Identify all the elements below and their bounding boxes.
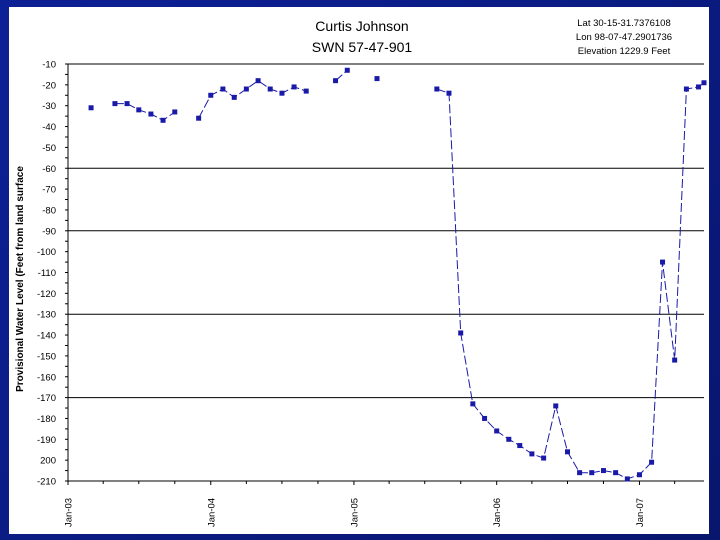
data-point <box>482 415 488 421</box>
data-point <box>541 455 547 461</box>
y-tick-label: -60 <box>42 164 56 175</box>
x-tick-label: Jan-05 <box>349 498 360 527</box>
data-point <box>374 76 380 82</box>
y-axis-label: Provisional Water Level (Feet from land … <box>15 166 26 392</box>
x-tick-label: Jan-06 <box>492 498 503 527</box>
elevation-label: Elevation 1229.9 Feet <box>578 46 671 57</box>
y-tick-label: -210 <box>37 477 56 488</box>
data-point <box>303 88 309 94</box>
y-tick-label: -190 <box>37 435 56 446</box>
y-tick-label: -10 <box>42 60 56 71</box>
latitude-label: Lat 30-15-31.7376108 <box>577 18 671 29</box>
x-tick-label: Jan-03 <box>64 498 75 527</box>
data-point <box>701 80 707 86</box>
data-point <box>243 86 249 92</box>
data-point <box>529 451 535 457</box>
data-point <box>672 357 678 363</box>
series-line <box>198 80 307 119</box>
y-tick-label: -20 <box>42 80 56 91</box>
data-point <box>267 86 273 92</box>
series-line <box>436 82 705 480</box>
data-point <box>172 109 178 115</box>
data-point <box>649 459 655 465</box>
y-tick-label: -40 <box>42 122 56 133</box>
chart-subtitle: SWN 57-47-901 <box>312 39 413 55</box>
x-tick-label: Jan-07 <box>635 498 646 527</box>
y-tick-label: -130 <box>37 310 56 321</box>
y-tick-label: -170 <box>37 393 56 404</box>
data-point <box>160 117 166 123</box>
data-point <box>124 101 130 107</box>
data-point <box>613 470 619 476</box>
y-tick-label: -110 <box>38 268 56 279</box>
data-point <box>660 259 666 265</box>
data-point <box>696 84 702 90</box>
y-tick-label: -160 <box>37 372 56 383</box>
data-point <box>564 449 570 455</box>
data-point <box>344 67 350 73</box>
chart-panel: Curtis Johnson SWN 57-47-901 Lat 30-15-3… <box>9 7 709 534</box>
data-point <box>636 472 642 478</box>
data-point <box>553 403 559 409</box>
y-tick-label: -70 <box>42 185 56 196</box>
y-tick-label: -100 <box>37 247 56 258</box>
data-point <box>136 107 142 113</box>
data-point <box>517 443 523 449</box>
y-tick-label: -180 <box>37 414 56 425</box>
data-point <box>494 428 500 434</box>
data-point <box>333 78 339 84</box>
axes: -10 -20 -30 -40 -50 -60 -70 -80 -90 -100 -110 -120 -… <box>37 60 704 527</box>
data-point <box>112 101 118 107</box>
longitude-label: Lon 98-07-47.2901736 <box>576 32 672 43</box>
chart-title: Curtis Johnson <box>315 18 408 34</box>
y-tick-label: -80 <box>42 205 56 216</box>
data-point <box>148 111 154 117</box>
data-point <box>231 94 237 100</box>
water-level-chart: Curtis Johnson SWN 57-47-901 Lat 30-15-3… <box>15 18 707 527</box>
y-tick-label: -120 <box>37 289 56 300</box>
data-point <box>683 86 689 92</box>
data-point <box>279 90 285 96</box>
data-point <box>458 330 464 336</box>
data-point <box>220 86 226 92</box>
data-point <box>255 78 261 84</box>
x-tick-label: Jan-04 <box>206 498 217 527</box>
data-point <box>88 105 94 111</box>
data-point <box>196 115 202 121</box>
data-point <box>589 470 595 476</box>
data-point <box>577 470 583 476</box>
gridlines <box>68 63 704 399</box>
y-tick-label: -140 <box>37 331 56 342</box>
y-tick-label: -90 <box>42 226 56 237</box>
data-point <box>291 84 297 90</box>
series-water-level <box>88 67 707 482</box>
data-point <box>470 401 476 407</box>
data-point <box>600 468 606 474</box>
y-tick-label: -30 <box>42 101 56 112</box>
y-tick-label: -50 <box>42 143 56 154</box>
data-point <box>434 86 440 92</box>
y-tick-label: 200 <box>40 456 56 467</box>
data-point <box>624 476 630 482</box>
series-line <box>114 103 176 121</box>
data-point <box>506 436 512 442</box>
y-tick-label: -150 <box>37 351 56 362</box>
data-point <box>446 90 452 96</box>
data-point <box>208 92 214 98</box>
